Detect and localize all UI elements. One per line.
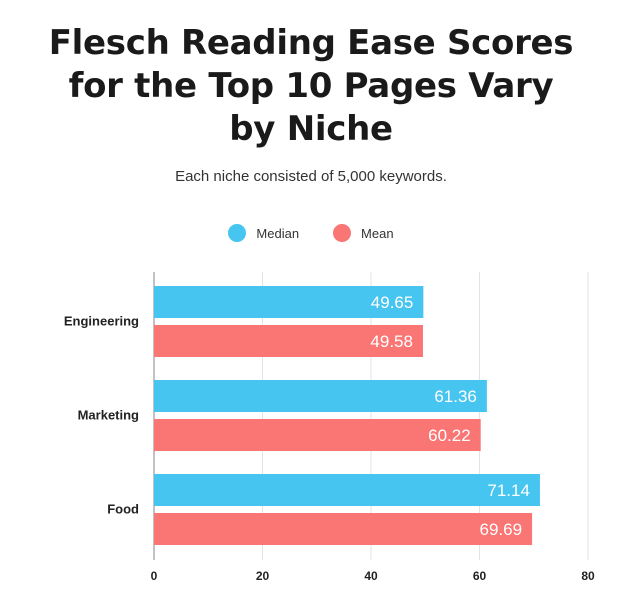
chart-legend: Median Mean <box>0 224 622 242</box>
bar-label-marketing-median: 61.36 <box>434 387 477 406</box>
x-tick-label-80: 80 <box>581 569 595 583</box>
legend-label-median: Median <box>256 225 300 241</box>
legend-item-median: Median <box>228 224 299 242</box>
x-tick-label-40: 40 <box>364 569 378 583</box>
bar-engineering-mean <box>154 325 423 357</box>
x-tick-label-0: 0 <box>151 569 158 583</box>
bar-label-food-mean: 69.69 <box>480 520 523 539</box>
category-label-food: Food <box>107 502 139 517</box>
bar-label-marketing-mean: 60.22 <box>428 426 471 445</box>
category-label-engineering: Engineering <box>64 314 139 329</box>
bar-label-food-median: 71.14 <box>487 481 530 500</box>
bar-food-median <box>154 474 540 506</box>
bar-engineering-median <box>154 286 424 318</box>
chart-subtitle: Each niche consisted of 5,000 keywords. <box>175 168 447 185</box>
legend-label-mean: Mean <box>361 225 394 241</box>
legend-swatch-mean <box>333 224 352 242</box>
bar-marketing-median <box>154 380 487 412</box>
bar-food-mean <box>154 513 533 545</box>
x-tick-label-20: 20 <box>256 569 270 583</box>
x-tick-label-60: 60 <box>473 569 487 583</box>
bar-label-engineering-median: 49.65 <box>371 293 414 312</box>
category-label-marketing: Marketing <box>78 408 139 423</box>
legend-swatch-median <box>228 224 247 242</box>
bar-label-engineering-mean: 49.58 <box>370 332 413 351</box>
chart-title: Flesch Reading Ease Scores for the Top 10… <box>0 22 622 151</box>
bar-marketing-mean <box>154 419 481 451</box>
chart-title-text: Flesch Reading Ease Scores for the Top 10… <box>48 23 574 149</box>
legend-item-mean: Mean <box>333 224 394 242</box>
